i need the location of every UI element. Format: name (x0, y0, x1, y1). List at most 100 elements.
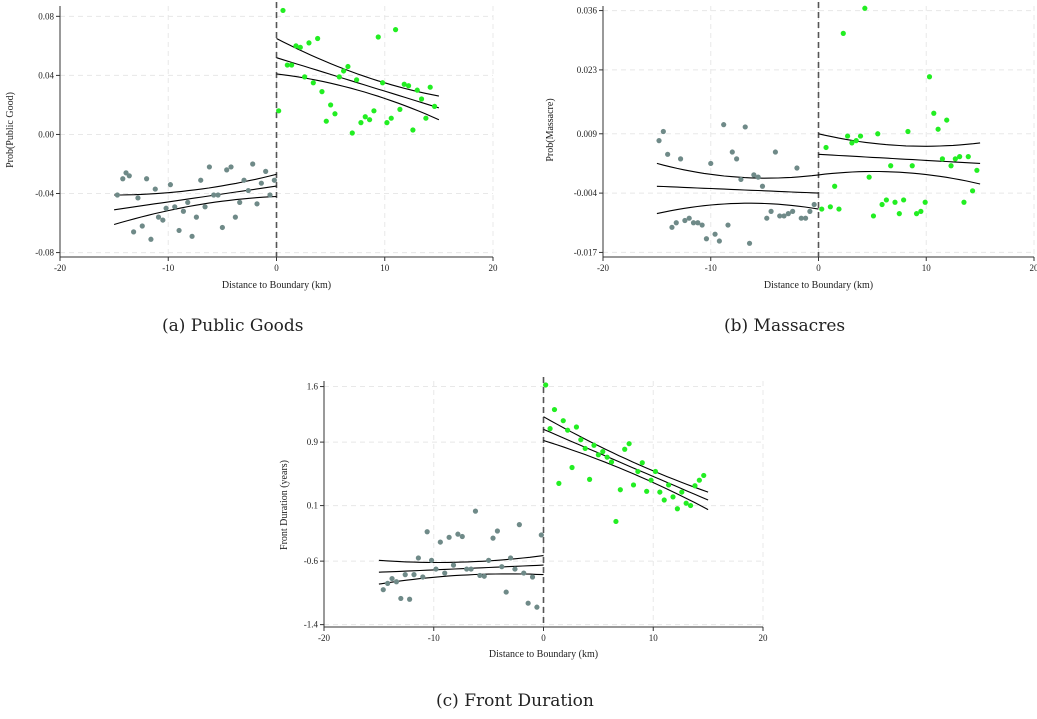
data-point-left (446, 534, 452, 540)
data-point-left (176, 227, 182, 234)
data-point-right (276, 108, 282, 114)
data-point-right (388, 115, 394, 121)
data-point-right (896, 211, 902, 217)
data-point-left (393, 579, 400, 585)
data-point-left (721, 122, 727, 128)
data-point-right (569, 464, 575, 471)
fit-line-left-center (656, 185, 819, 194)
data-point-right (595, 452, 601, 458)
data-point-right (652, 468, 659, 475)
data-point-right (332, 111, 338, 117)
x-tick-label: -10 (705, 263, 717, 273)
x-tick-label: 0 (541, 633, 546, 643)
data-point-right (944, 117, 950, 123)
data-point-right (922, 199, 928, 205)
x-tick-label: -20 (597, 263, 609, 273)
data-point-right (297, 44, 303, 50)
data-point-right (666, 482, 672, 488)
y-tick-label: -0.6 (304, 556, 319, 566)
fit-line-right-upper (276, 38, 440, 97)
data-point-left (148, 236, 154, 242)
chart-massacres: -20 -10 0 10 20 -0.017 -0.004 0.009 0.023 0.036 Di… (545, 2, 1037, 291)
y-axis-label: Prob(Massacre) (545, 98, 556, 161)
data-point-left (772, 149, 778, 155)
data-point-right (560, 418, 566, 424)
data-point-right (302, 74, 308, 80)
data-point-left (477, 572, 483, 579)
data-point-right (586, 476, 593, 482)
y-tick-label: 0.1 (307, 501, 318, 511)
data-point-left (389, 575, 395, 582)
chart-public-goods: -20 -10 0 10 20 -0.08 -0.04 0.00 0.04 0.08 Distanc… (5, 2, 498, 291)
data-point-right (401, 81, 407, 87)
data-point-right (349, 130, 355, 136)
data-point-left (751, 172, 757, 178)
data-point-left (250, 161, 256, 167)
data-point-right (418, 96, 425, 102)
data-point-left (402, 572, 408, 578)
data-point-right (410, 127, 416, 133)
data-point-right (849, 140, 855, 146)
data-point-right (913, 211, 920, 217)
data-point-left (232, 214, 238, 220)
fit-line-right-lower (818, 170, 981, 185)
data-point-right (888, 163, 894, 169)
data-point-left (433, 566, 439, 572)
data-point-right (604, 454, 610, 460)
data-point-left (525, 600, 531, 606)
data-point-left (219, 224, 225, 231)
caption-massacres: (b) Massacres (724, 316, 846, 336)
data-point-right (306, 40, 312, 46)
data-point-left (777, 213, 783, 219)
x-tick-label: -20 (318, 633, 330, 643)
x-tick-label: 0 (274, 263, 279, 273)
data-point-left (202, 204, 208, 210)
y-tick-label: 0.08 (38, 11, 54, 21)
data-point-left (673, 220, 679, 226)
data-point-right (547, 426, 553, 432)
data-point-right (375, 34, 381, 40)
data-point-right (862, 5, 868, 11)
data-point-left (682, 217, 688, 224)
fit-line-right-center (276, 57, 440, 109)
data-point-right (840, 30, 846, 36)
data-point-right (883, 197, 889, 203)
data-point-right (661, 497, 667, 503)
data-point-left (424, 529, 430, 535)
data-point-right (384, 120, 390, 126)
fit-line-right-center (543, 428, 709, 501)
data-point-left (790, 208, 796, 214)
y-tick-label: 0.9 (307, 437, 319, 447)
data-point-right (543, 382, 549, 388)
data-point-right (565, 427, 571, 433)
panel-front-duration: -20 -10 0 10 20 -1.4 -0.6 0.1 0.9 1.6 Distance to … (270, 375, 790, 674)
data-point-left (468, 566, 474, 572)
data-point-left (811, 201, 817, 208)
chart-front-duration: -20 -10 0 10 20 -1.4 -0.6 0.1 0.9 1.6 Distance to … (279, 377, 768, 660)
x-tick-label: -10 (428, 633, 440, 643)
data-point-left (746, 240, 753, 246)
data-point-left (785, 211, 791, 217)
data-point-left (538, 532, 544, 538)
data-point-left (224, 167, 230, 173)
data-point-right (679, 489, 685, 495)
data-point-right (427, 84, 433, 90)
data-point-left (734, 156, 740, 162)
data-point-right (617, 487, 623, 493)
y-axis-label: Prob(Public Good) (5, 92, 16, 168)
data-point-left (660, 128, 666, 135)
data-point-right (879, 201, 885, 208)
data-point-right (392, 27, 399, 33)
y-tick-label: 0.00 (38, 129, 54, 139)
data-point-left (411, 572, 417, 578)
data-point-right (431, 103, 438, 109)
fit-line-left-upper (656, 162, 819, 179)
caption-front-duration: (c) Front Duration (436, 691, 594, 711)
data-point-left (450, 562, 457, 568)
fit-line-right-center (818, 153, 981, 164)
data-point-left (755, 174, 761, 180)
data-point-right (948, 163, 954, 169)
data-point-left (437, 539, 443, 545)
data-point-left (428, 557, 435, 563)
data-point-left (802, 215, 809, 221)
